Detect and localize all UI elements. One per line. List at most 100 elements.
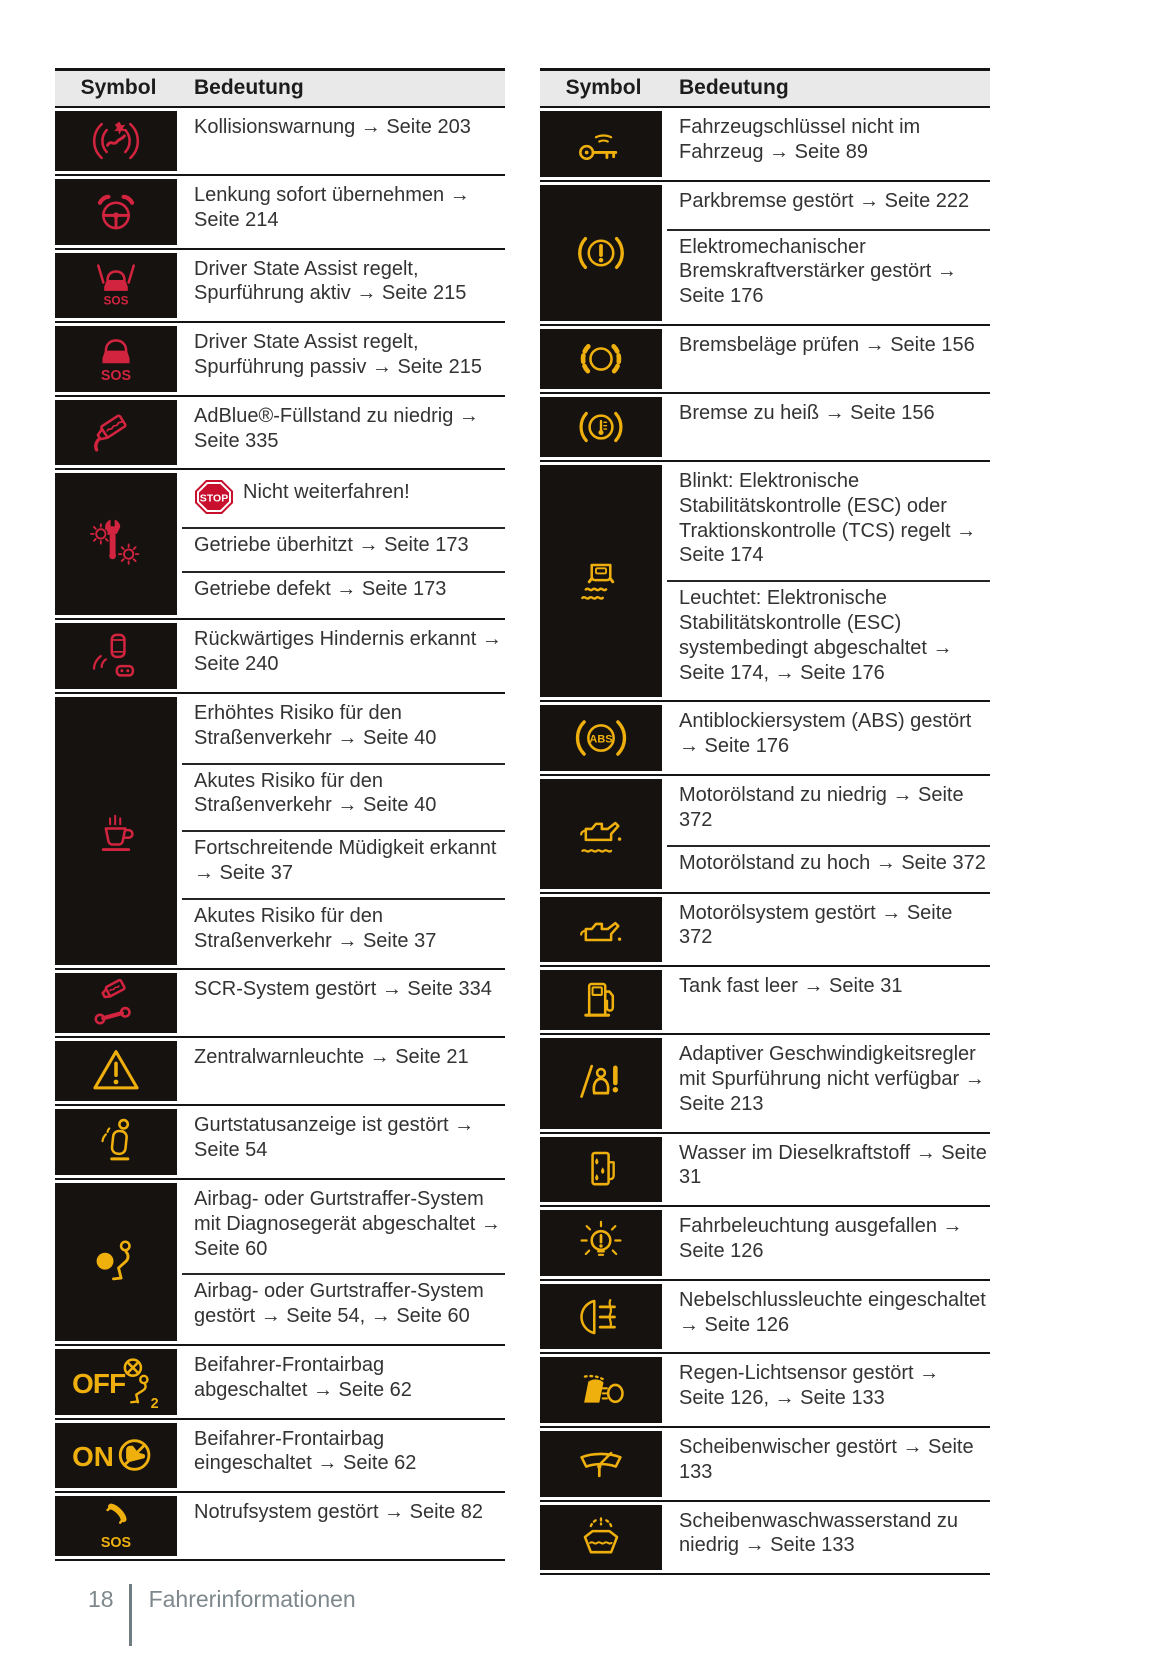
meaning-cell-group: Notrufsystem gestört → Seite 82 bbox=[182, 1496, 505, 1556]
symbol-meaning-text: Bremsbeläge prüfen → Seite 156 bbox=[679, 333, 975, 356]
table-row: SOS Driver State Assist regelt, Spurführu… bbox=[55, 323, 505, 397]
belt-status-fault-icon bbox=[55, 1109, 177, 1175]
central-warning-icon bbox=[55, 1041, 177, 1102]
symbol-meaning-text: SCR-System gestört → Seite 334 bbox=[194, 978, 492, 1001]
symbol-meaning-text: Adaptiver Geschwindigkeitsregler mit Spu… bbox=[679, 1043, 985, 1115]
meaning-cell-group: Bremsbeläge prüfen → Seite 156 bbox=[667, 329, 990, 389]
symbol-meaning-text: Zentralwarnleuchte → Seite 21 bbox=[194, 1046, 469, 1069]
table-row: Gurtstatusanzeige ist gestört → Seite 54 bbox=[55, 1106, 505, 1180]
passenger-airbag-off-icon: OFF 2 bbox=[55, 1348, 177, 1415]
table-row: Scheibenwaschwasserstand zu niedrig → Se… bbox=[540, 1502, 990, 1576]
meaning-cell-group: Motorölsystem gestört → Seite 372 bbox=[667, 897, 990, 963]
brake-warning-icon bbox=[540, 184, 662, 321]
table-row: Erhöhtes Risiko für den Straßenverkehr →… bbox=[55, 694, 505, 971]
svg-text:ABS: ABS bbox=[589, 734, 612, 746]
table-row: Adaptiver Geschwindigkeitsregler mit Spu… bbox=[540, 1035, 990, 1134]
table-header: Symbol Bedeutung bbox=[540, 68, 990, 108]
table-row: Motorölstand zu niedrig → Seite 372 Motor… bbox=[540, 776, 990, 894]
table-row: Bremse zu heiß → Seite 156 bbox=[540, 394, 990, 462]
fuel-low-icon bbox=[540, 970, 662, 1031]
symbol-meaning-text: Akutes Risiko für den Straßenverkehr → S… bbox=[182, 762, 505, 831]
table-row: AdBlue®-Füllstand zu niedrig → Seite 335 bbox=[55, 397, 505, 471]
symbol-meaning-text: Getriebe defekt → Seite 173 bbox=[182, 571, 505, 615]
svg-text:2: 2 bbox=[151, 1396, 159, 1409]
symbol-meaning-text: Notrufsystem gestört → Seite 82 bbox=[194, 1501, 484, 1524]
meaning-cell-group: Zentralwarnleuchte → Seite 21 bbox=[182, 1041, 505, 1101]
washer-fluid-low-icon bbox=[540, 1504, 662, 1571]
symbol-meaning-text: STOP Nicht weiterfahren! bbox=[182, 473, 505, 527]
meaning-cell-group: Tank fast leer → Seite 31 bbox=[667, 970, 990, 1030]
steering-takeover-icon bbox=[55, 179, 177, 245]
acc-lane-unavailable-icon bbox=[540, 1038, 662, 1129]
esc-tcs-icon bbox=[540, 464, 662, 698]
symbol-meaning-text: Beifahrer-Frontairbag eingeschaltet → Se… bbox=[194, 1427, 417, 1475]
table-row: Lenkung sofort übernehmen → Seite 214 bbox=[55, 176, 505, 250]
svg-text:SOS: SOS bbox=[101, 368, 131, 384]
symbol-meaning-text: Motorölstand zu niedrig → Seite 372 bbox=[679, 783, 964, 831]
meaning-cell-group: Beifahrer-Frontairbag abgeschaltet → Sei… bbox=[182, 1349, 505, 1415]
meaning-cell-group: Scheibenwischer gestört → Seite 133 bbox=[667, 1431, 990, 1497]
symbol-meaning-text: Blinkt: Elektronische Stabilitätskontrol… bbox=[679, 469, 977, 567]
table-row: Kollisionswarnung → Seite 203 bbox=[55, 108, 505, 176]
driver-state-assist-lane-active-icon: SOS bbox=[55, 252, 177, 319]
engine-oil-level-icon bbox=[540, 778, 662, 889]
rear-obstacle-icon bbox=[55, 623, 177, 689]
symbol-meaning-text: Airbag- oder Gurtstraffer-System gestört… bbox=[182, 1273, 505, 1341]
symbol-meaning-text: Getriebe überhitzt → Seite 173 bbox=[182, 527, 505, 571]
symbol-meaning-text: Wasser im Dieselkraftstoff → Seite 31 bbox=[679, 1141, 987, 1189]
table-row: SCR-System gestört → Seite 334 bbox=[55, 970, 505, 1039]
meaning-cell-group: Bremse zu heiß → Seite 156 bbox=[667, 397, 990, 457]
adblue-low-icon bbox=[55, 399, 177, 466]
symbol-meaning-text: Driver State Assist regelt, Spurführung … bbox=[194, 331, 482, 378]
engine-oil-system-icon bbox=[540, 896, 662, 963]
symbol-meaning-text: Motorölsystem gestört → Seite 372 bbox=[679, 901, 953, 949]
bedeutung-column-header: Bedeutung bbox=[679, 76, 789, 99]
page-number: 18 bbox=[88, 1586, 114, 1612]
meaning-cell-group: Regen-Lichtsensor gestört → Seite 126, →… bbox=[667, 1357, 990, 1423]
abs-fault-icon: ABS bbox=[540, 705, 662, 771]
warning-symbols-table-right: Symbol Bedeutung Fahrzeugschlüssel nicht i… bbox=[540, 68, 990, 1576]
svg-text:SOS: SOS bbox=[104, 294, 129, 308]
table-row: Tank fast leer → Seite 31 bbox=[540, 967, 990, 1036]
svg-text:SOS: SOS bbox=[101, 1535, 131, 1551]
table-row: ON Beifahrer-Frontairbag eingeschaltet → … bbox=[55, 1420, 505, 1494]
bedeutung-column-header: Bedeutung bbox=[194, 76, 304, 99]
driver-state-assist-lane-passive-icon: SOS bbox=[55, 326, 177, 392]
table-row: ABS Antiblockiersystem (ABS) gestört → Se… bbox=[540, 702, 990, 776]
meaning-cell-group: Wasser im Dieselkraftstoff → Seite 31 bbox=[667, 1137, 990, 1203]
table-row: Blinkt: Elektronische Stabilitätskontrol… bbox=[540, 462, 990, 703]
meaning-cell-group: Driver State Assist regelt, Spurführung … bbox=[182, 326, 505, 392]
table-row: OFF 2 Beifahrer-Frontairbag abgeschaltet →… bbox=[55, 1346, 505, 1420]
key-not-in-vehicle-icon bbox=[540, 111, 662, 177]
symbol-meaning-text: Leuchtet: Elektronische Stabilitätskontr… bbox=[667, 580, 990, 697]
meaning-cell-group: Beifahrer-Frontairbag eingeschaltet → Se… bbox=[182, 1423, 505, 1489]
lighting-failure-icon bbox=[540, 1210, 662, 1276]
symbol-meaning-text: Parkbremse gestört → Seite 222 bbox=[679, 189, 970, 212]
symbol-meaning-text: Fahrzeugschlüssel nicht im Fahrzeug → Se… bbox=[679, 116, 921, 163]
scr-system-fault-icon bbox=[55, 973, 177, 1034]
meaning-cell-group: Rückwärtiges Hindernis erkannt → Seite 2… bbox=[182, 623, 505, 689]
table-row: Zentralwarnleuchte → Seite 21 bbox=[55, 1038, 505, 1107]
footer-section-title: Fahrerinformationen bbox=[148, 1586, 356, 1612]
symbol-meaning-text: Beifahrer-Frontairbag abgeschaltet → Sei… bbox=[194, 1353, 412, 1401]
table-row: Fahrbeleuchtung ausgefallen → Seite 126 bbox=[540, 1207, 990, 1281]
meaning-cell-group: Adaptiver Geschwindigkeitsregler mit Spu… bbox=[667, 1038, 990, 1128]
table-row: STOP Nicht weiterfahren! Getriebe überhitz… bbox=[55, 470, 505, 621]
meaning-cell-group: Kollisionswarnung → Seite 203 bbox=[182, 111, 505, 171]
table-row: Fahrzeugschlüssel nicht im Fahrzeug → Se… bbox=[540, 108, 990, 182]
svg-text:OFF: OFF bbox=[72, 1368, 125, 1399]
meaning-cell-group: Scheibenwaschwasserstand zu niedrig → Se… bbox=[667, 1505, 990, 1571]
footer-divider bbox=[128, 1584, 132, 1646]
symbol-meaning-text: Akutes Risiko für den Straßenverkehr → S… bbox=[182, 897, 505, 966]
table-row: SOS Notrufsystem gestört → Seite 82 bbox=[55, 1493, 505, 1562]
meaning-cell-group: Motorölstand zu niedrig → Seite 372 Motor… bbox=[667, 779, 990, 889]
warning-symbol-tables: Symbol Bedeutung Kollisionswarnung → Seite… bbox=[55, 68, 990, 1576]
symbol-meaning-text: Bremse zu heiß → Seite 156 bbox=[679, 401, 935, 424]
stop-note-text: Nicht weiterfahren! bbox=[243, 481, 410, 504]
meaning-cell-group: Blinkt: Elektronische Stabilitätskontrol… bbox=[667, 465, 990, 697]
table-header: Symbol Bedeutung bbox=[55, 68, 505, 108]
symbol-meaning-text: Driver State Assist regelt, Spurführung … bbox=[194, 257, 467, 305]
symbol-meaning-text: Fortschreitende Müdigkeit erkannt → Seit… bbox=[182, 830, 505, 898]
meaning-cell-group: Antiblockiersystem (ABS) gestört → Seite… bbox=[667, 705, 990, 771]
